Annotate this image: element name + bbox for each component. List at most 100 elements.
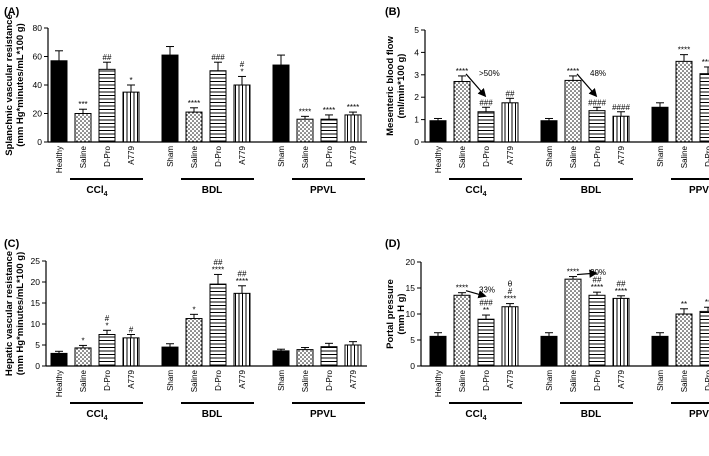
y-tick-label: 0 [410,361,415,371]
x-category-label: D-Pro [482,369,491,390]
x-category-label: A779 [127,369,136,388]
x-category-label: D-Pro [325,145,334,166]
group-label: BDL [202,409,223,420]
x-category-label: Saline [79,145,88,168]
bar [344,114,362,143]
significance-mark: **** [702,58,709,67]
x-category-label: D-Pro [704,145,709,166]
x-category-label: D-Pro [214,369,223,390]
significance-mark: # [240,60,245,69]
y-tick-label: 5 [35,340,40,350]
significance-mark: ## [617,279,626,288]
bar [209,283,227,367]
bar [98,68,116,143]
x-category-label: Healthy [434,370,443,397]
x-category-label: Healthy [434,146,443,173]
x-category-label: A779 [238,369,247,388]
y-tick-label: 0 [414,137,419,147]
bar [50,352,68,367]
significance-mark: **** [678,46,690,55]
bar [272,64,290,143]
y-tick-label: 5 [410,335,415,345]
x-category-label: Saline [301,145,310,168]
group-label: PPVL [689,409,709,420]
x-category-label: Sham [656,370,665,391]
bar [501,102,519,143]
significance-mark: #### [612,103,630,112]
y-axis-units: (mm Hg*minutes/mL*100 g) [15,23,26,147]
y-tick-label: 0 [37,137,42,147]
y-axis-units: (ml/min*100 g) [396,54,407,119]
x-category-label: D-Pro [593,369,602,390]
significance-mark: * [81,336,84,345]
significance-mark: ## [593,276,602,285]
group-label: BDL [581,409,602,420]
y-tick-label: 15 [31,298,41,308]
significance-mark: # [508,287,513,296]
x-category-label: Sham [166,370,175,391]
y-tick-label: 20 [406,257,416,267]
x-category-label: Sham [166,146,175,167]
bar [588,294,606,367]
x-category-label: Sham [277,146,286,167]
y-axis-title: Splanchnic vascular resistance [4,14,15,156]
group-label: CCl4 [86,409,107,422]
y-tick-label: 15 [406,283,416,293]
bar [675,313,693,367]
significance-mark: * [105,321,108,330]
bar [651,106,669,143]
reduction-arrow [465,73,487,98]
significance-mark: **** [456,67,468,76]
significance-mark: **** [615,287,627,296]
bar [429,120,447,143]
y-tick-label: 4 [414,47,419,57]
significance-mark: ## [214,258,223,267]
bar [564,278,582,367]
y-tick-label: 80 [33,23,43,33]
group-label-subscript: 4 [483,191,487,198]
bar [233,292,251,367]
panel-label: (A) [4,6,20,18]
y-tick-label: 3 [414,70,419,80]
bar [477,111,495,143]
significance-mark: ** [681,300,687,309]
bar [50,60,68,143]
x-category-label: Healthy [55,370,64,397]
bar [540,335,558,367]
x-category-label: A779 [617,145,626,164]
x-category-label: Saline [79,369,88,392]
y-tick-label: 2 [414,92,419,102]
bar [675,60,693,143]
x-category-label: Saline [301,369,310,392]
reduction-percent: 33% [479,286,495,295]
group-label: CCl4 [465,409,486,422]
bar [233,84,251,143]
group-label-subscript: 4 [104,415,108,422]
reduction-percent: 48% [590,69,606,78]
reduction-percent: 20% [590,268,606,277]
y-tick-label: 10 [406,309,416,319]
bar [477,318,495,367]
bar [296,118,314,143]
x-category-label: Saline [569,145,578,168]
significance-mark: **** [347,103,359,112]
significance-mark: #### [588,98,606,107]
bar [161,54,179,143]
significance-mark: ### [479,98,493,107]
panel-label: (D) [385,238,401,250]
x-category-label: D-Pro [214,145,223,166]
significance-mark: ### [479,299,493,308]
group-label: BDL [581,185,602,196]
significance-mark: ## [238,269,247,278]
bar [699,73,709,143]
x-category-label: Saline [680,369,689,392]
x-category-label: A779 [506,369,515,388]
significance-mark: # [129,326,134,335]
significance-mark: **** [591,283,603,292]
bar [185,318,203,367]
significance-mark: **** [299,107,311,116]
significance-mark: ## [103,53,112,62]
x-category-label: Saline [569,369,578,392]
significance-mark: **** [567,67,579,76]
